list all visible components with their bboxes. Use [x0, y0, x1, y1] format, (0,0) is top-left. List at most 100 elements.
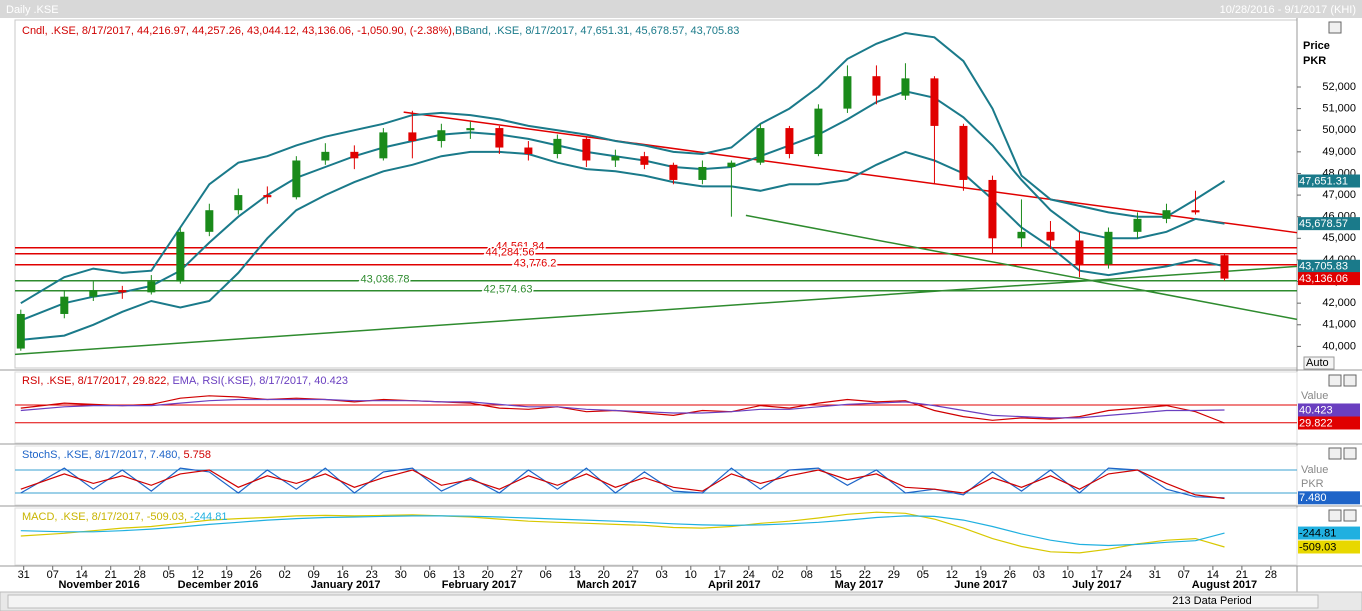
candle-body — [1191, 210, 1200, 213]
close-button[interactable] — [1343, 447, 1357, 460]
candle-body — [89, 290, 98, 297]
candle-body — [1075, 240, 1084, 265]
x-tick-label: 06 — [540, 569, 552, 581]
legend-entry: -244.81 — [187, 511, 227, 523]
x-tick-label: 16 — [337, 569, 349, 581]
value-tag — [1298, 217, 1360, 231]
x-tick-label: 19 — [221, 569, 233, 581]
legend-entry: EMA, RSI(.KSE), 8/17/2017, 40.423 — [169, 375, 348, 387]
y-tick-label: 50,000 — [1322, 124, 1356, 136]
level-label: 44,561.84 — [496, 241, 545, 253]
candle-body — [16, 313, 25, 349]
candle-body — [495, 128, 504, 148]
y-tick-label: 42,000 — [1322, 297, 1356, 309]
month-label: August 2017 — [1192, 579, 1257, 591]
close-button[interactable] — [1343, 374, 1357, 387]
candle-body — [698, 166, 707, 180]
x-tick-label: 24 — [743, 569, 755, 581]
x-tick-label: 20 — [482, 569, 494, 581]
x-tick-label: 13 — [453, 569, 465, 581]
x-tick-label: 02 — [772, 569, 784, 581]
panel-frame — [14, 371, 1298, 444]
indicator-line — [20, 398, 1225, 419]
value-tag — [1298, 174, 1360, 188]
bollinger-band — [20, 31, 1226, 305]
maximize-button[interactable] — [1328, 21, 1342, 34]
y-tick-label: 49,000 — [1322, 146, 1356, 158]
x-tick-label: 09 — [308, 569, 320, 581]
month-label: July 2017 — [1072, 579, 1122, 591]
x-tick-label: 10 — [685, 569, 697, 581]
x-tick-label: 05 — [917, 569, 929, 581]
x-tick-label: 27 — [511, 569, 523, 581]
x-tick-label: 30 — [395, 569, 407, 581]
candle-body — [437, 130, 446, 142]
legend: Cndl, .KSE, 8/17/2017, 44,216.97, 44,257… — [22, 25, 739, 37]
candle-body — [930, 78, 939, 126]
value-tag-label: -509.03 — [1299, 541, 1336, 553]
month-label: May 2017 — [835, 579, 884, 591]
candle-body — [379, 132, 388, 159]
auto-button[interactable] — [1303, 356, 1335, 370]
candle-body — [1220, 255, 1229, 279]
candle-body — [263, 195, 272, 198]
scrollbar[interactable] — [7, 594, 1319, 609]
axis-label: PKR — [1301, 478, 1324, 490]
x-tick-label: 29 — [888, 569, 900, 581]
bollinger-band — [20, 90, 1225, 322]
x-tick-label: 10 — [1062, 569, 1074, 581]
x-tick-label: 19 — [975, 569, 987, 581]
month-label: February 2017 — [442, 579, 517, 591]
scale-mode: Auto — [1306, 357, 1329, 369]
x-tick-label: 20 — [598, 569, 610, 581]
candle-body — [1017, 231, 1026, 239]
level-label: 44,284.56 — [486, 247, 535, 259]
value-tag-label: 45,678.57 — [1299, 218, 1348, 230]
candle-body — [843, 76, 852, 109]
value-tag-label: -244.81 — [1299, 527, 1336, 539]
status-text: 213 Data Period — [1172, 595, 1252, 607]
y-tick-label: 52,000 — [1322, 81, 1356, 93]
maximize-button[interactable] — [1328, 447, 1342, 460]
value-tag — [1298, 416, 1360, 430]
candle-body — [785, 128, 794, 155]
panel-frame — [14, 445, 1298, 506]
x-tick-label: 21 — [105, 569, 117, 581]
maximize-button[interactable] — [1328, 374, 1342, 387]
candle-body — [553, 138, 562, 155]
legend: RSI, .KSE, 8/17/2017, 29.822, EMA, RSI(.… — [22, 375, 348, 387]
x-tick-label: 17 — [714, 569, 726, 581]
legend-entry: 5.758 — [180, 449, 211, 461]
x-tick-label: 02 — [279, 569, 291, 581]
legend-entry: RSI, .KSE, 8/17/2017, 29.822, — [22, 375, 169, 387]
trendline — [745, 214, 1298, 321]
legend-entry: BBand, .KSE, 8/17/2017, 47,651.31, 45,67… — [455, 25, 739, 37]
close-button[interactable] — [1343, 509, 1357, 522]
y-tick-label: 41,000 — [1322, 319, 1356, 331]
candle-body — [524, 147, 533, 155]
x-tick-label: 24 — [1120, 569, 1132, 581]
legend-entry: Cndl, .KSE, 8/17/2017, 44,216.97, 44,257… — [22, 25, 455, 37]
axis-label: Value — [1301, 390, 1328, 402]
date-range: 10/28/2016 - 9/1/2017 (KHI) — [1220, 4, 1356, 16]
x-tick-label: 22 — [859, 569, 871, 581]
value-tag-label: 40.423 — [1299, 404, 1333, 416]
x-tick-label: 27 — [627, 569, 639, 581]
candle-body — [1133, 218, 1142, 232]
x-tick-label: 21 — [1236, 569, 1248, 581]
y-tick-label: 51,000 — [1322, 103, 1356, 115]
candle-body — [901, 78, 910, 96]
month-label: November 2016 — [58, 579, 139, 591]
x-tick-label: 06 — [424, 569, 436, 581]
candle-body — [205, 210, 214, 232]
x-tick-label: 05 — [163, 569, 175, 581]
y-tick-label: 47,000 — [1322, 189, 1356, 201]
candle-body — [1162, 210, 1171, 219]
maximize-button[interactable] — [1328, 509, 1342, 522]
indicator-line — [20, 395, 1225, 424]
y-tick-label: 40,000 — [1322, 340, 1356, 352]
indicator-line — [20, 469, 1225, 500]
candle-body — [582, 138, 591, 161]
x-tick-label: 17 — [1091, 569, 1103, 581]
